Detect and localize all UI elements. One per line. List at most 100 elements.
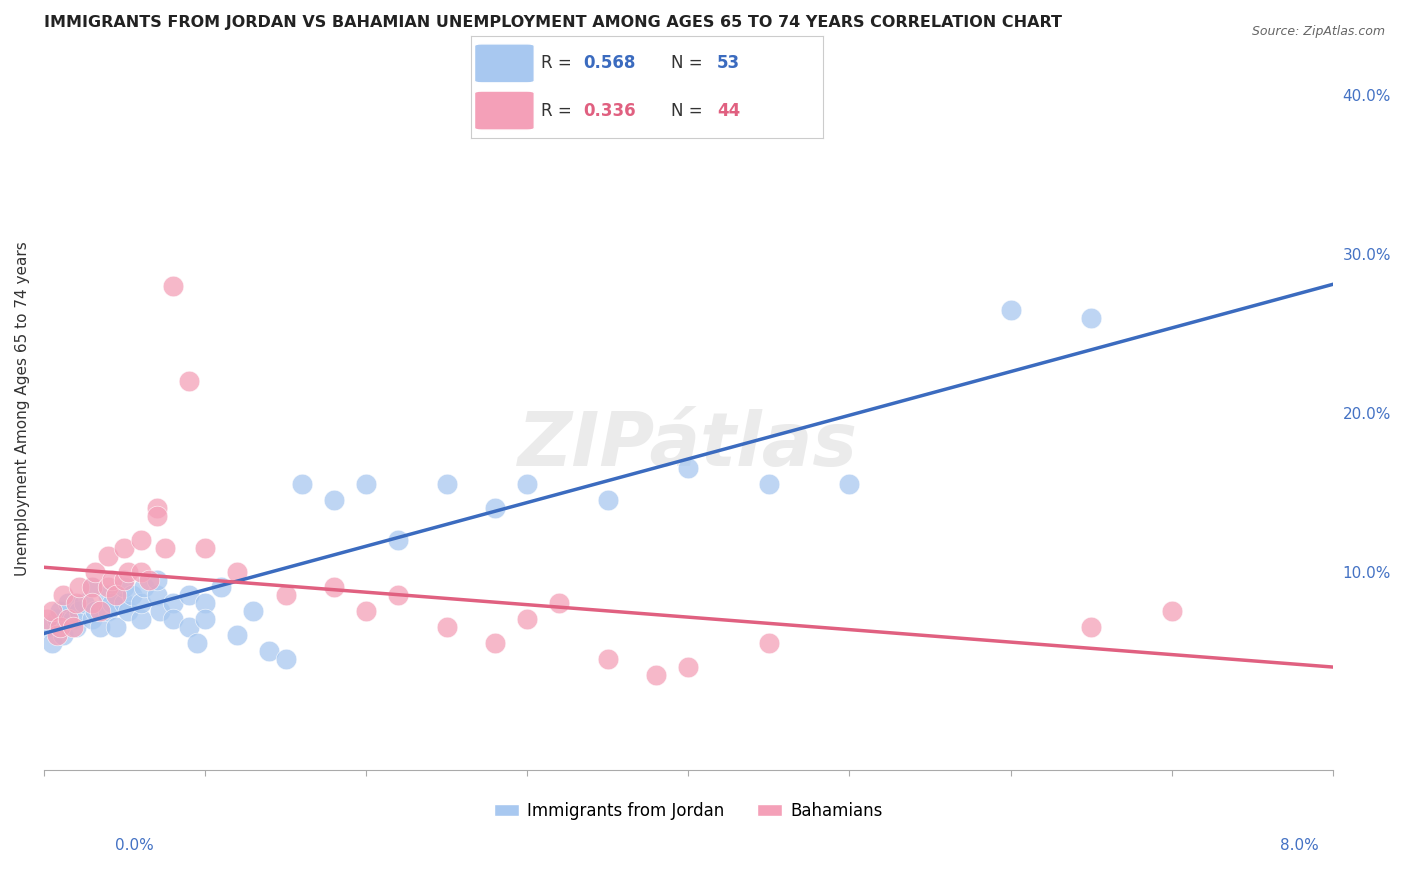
Point	[387, 533, 409, 547]
Point	[596, 652, 619, 666]
Point	[105, 588, 128, 602]
Point	[41, 636, 63, 650]
Text: 0.0%: 0.0%	[115, 838, 155, 853]
Point	[274, 588, 297, 602]
Point	[186, 636, 208, 650]
Point	[177, 588, 200, 602]
Text: Source: ZipAtlas.com: Source: ZipAtlas.com	[1251, 25, 1385, 38]
Point	[89, 604, 111, 618]
Point	[162, 279, 184, 293]
Point	[194, 612, 217, 626]
Point	[45, 612, 67, 626]
Text: ZIPátlas: ZIPátlas	[519, 409, 858, 482]
Text: N =: N =	[672, 102, 709, 120]
Point	[52, 588, 75, 602]
Point	[114, 573, 136, 587]
Point	[1080, 620, 1102, 634]
Point	[226, 565, 249, 579]
Point	[82, 596, 104, 610]
Point	[97, 581, 120, 595]
Text: R =: R =	[541, 54, 578, 72]
Point	[1000, 302, 1022, 317]
Point	[65, 596, 87, 610]
Point	[322, 493, 344, 508]
Point	[596, 493, 619, 508]
FancyBboxPatch shape	[475, 44, 534, 83]
Point	[162, 612, 184, 626]
Point	[194, 596, 217, 610]
Point	[56, 596, 79, 610]
Point	[145, 588, 167, 602]
Point	[194, 541, 217, 555]
Point	[129, 612, 152, 626]
Point	[37, 620, 59, 634]
Point	[149, 604, 172, 618]
Point	[354, 477, 377, 491]
Point	[132, 581, 155, 595]
Point	[73, 596, 96, 610]
Point	[89, 620, 111, 634]
Point	[645, 667, 668, 681]
Point	[678, 461, 700, 475]
Text: IMMIGRANTS FROM JORDAN VS BAHAMIAN UNEMPLOYMENT AMONG AGES 65 TO 74 YEARS CORREL: IMMIGRANTS FROM JORDAN VS BAHAMIAN UNEMP…	[44, 15, 1062, 30]
Point	[274, 652, 297, 666]
Point	[484, 501, 506, 516]
Point	[226, 628, 249, 642]
Text: 44: 44	[717, 102, 741, 120]
Point	[105, 620, 128, 634]
Point	[678, 660, 700, 674]
Text: R =: R =	[541, 102, 578, 120]
Point	[45, 628, 67, 642]
Point	[114, 581, 136, 595]
Point	[65, 620, 87, 634]
Point	[114, 541, 136, 555]
Text: 0.568: 0.568	[583, 54, 636, 72]
Point	[1160, 604, 1182, 618]
Point	[436, 477, 458, 491]
Text: N =: N =	[672, 54, 709, 72]
Point	[129, 596, 152, 610]
Point	[436, 620, 458, 634]
Point	[354, 604, 377, 618]
Point	[67, 581, 90, 595]
Point	[97, 549, 120, 563]
FancyBboxPatch shape	[475, 91, 534, 130]
Point	[82, 581, 104, 595]
Point	[84, 565, 107, 579]
Point	[82, 581, 104, 595]
Point	[484, 636, 506, 650]
Point	[100, 573, 122, 587]
Point	[548, 596, 571, 610]
Point	[100, 596, 122, 610]
Text: 0.336: 0.336	[583, 102, 636, 120]
Point	[117, 565, 139, 579]
Point	[82, 612, 104, 626]
Point	[49, 620, 72, 634]
Point	[84, 604, 107, 618]
Point	[62, 620, 84, 634]
Point	[291, 477, 314, 491]
Point	[209, 581, 232, 595]
Point	[114, 596, 136, 610]
Point	[52, 628, 75, 642]
Legend: Immigrants from Jordan, Bahamians: Immigrants from Jordan, Bahamians	[486, 796, 890, 827]
Point	[37, 612, 59, 626]
Point	[41, 604, 63, 618]
Point	[516, 612, 538, 626]
Point	[145, 509, 167, 524]
Point	[177, 620, 200, 634]
Point	[56, 612, 79, 626]
Text: 53: 53	[717, 54, 740, 72]
Point	[838, 477, 860, 491]
Point	[62, 612, 84, 626]
Point	[153, 541, 176, 555]
Point	[758, 477, 780, 491]
Point	[67, 604, 90, 618]
Point	[516, 477, 538, 491]
Point	[387, 588, 409, 602]
Point	[758, 636, 780, 650]
Point	[49, 604, 72, 618]
Point	[1080, 310, 1102, 325]
Text: 8.0%: 8.0%	[1279, 838, 1319, 853]
Y-axis label: Unemployment Among Ages 65 to 74 years: Unemployment Among Ages 65 to 74 years	[15, 242, 30, 576]
